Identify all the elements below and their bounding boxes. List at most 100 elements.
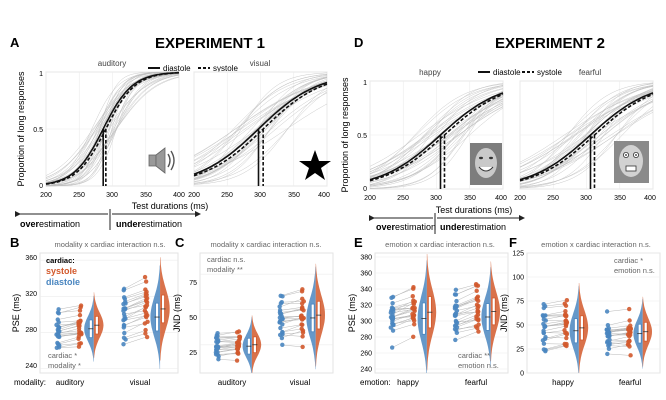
- systole-point: [144, 292, 149, 297]
- participant-curve: [519, 83, 654, 182]
- psychometric-xlabel-exp1: Test durations (ms): [132, 201, 209, 211]
- psychometric-ylabel-exp1: Proportion of long responses: [16, 71, 26, 187]
- xtick-label: 200: [364, 195, 376, 202]
- xtick-label: 400: [644, 195, 656, 202]
- paired-line: [456, 305, 478, 311]
- paired-line: [392, 301, 414, 308]
- paired-line: [456, 296, 478, 306]
- ytick-label: 280: [360, 335, 372, 342]
- paired-line: [124, 294, 147, 305]
- paired-line: [57, 332, 81, 335]
- diastole-point: [54, 345, 60, 350]
- diastole-point: [606, 346, 612, 352]
- raincloud-panel-b: modality x cardiac interaction n.s. card…: [39, 240, 179, 374]
- psychometric-ylabel-exp2: Proportion of long responses: [340, 77, 350, 193]
- systole-point: [76, 323, 81, 328]
- ytick-label: 100: [512, 275, 524, 282]
- yticks-c: 25 50 75: [189, 280, 197, 357]
- systole-point: [410, 311, 415, 317]
- paired-line: [544, 315, 566, 317]
- diastole-point: [452, 312, 458, 317]
- paired-line: [456, 327, 478, 334]
- paired-line: [281, 301, 303, 303]
- paired-line: [57, 343, 81, 346]
- systole-point: [236, 329, 242, 334]
- systole-point: [563, 321, 568, 327]
- paired-line: [608, 329, 630, 332]
- diastole-mean-curve: [519, 92, 654, 181]
- systole-point: [474, 316, 479, 322]
- psychometric-panel-auditory: [45, 71, 180, 187]
- paired-line: [57, 346, 81, 349]
- participant-curve: [369, 94, 504, 187]
- experiment-1-title: EXPERIMENT 1: [155, 35, 265, 52]
- paired-line: [392, 286, 414, 298]
- ytick-label: 0: [39, 183, 43, 190]
- systole-point: [143, 313, 149, 318]
- diastole-point: [390, 314, 396, 320]
- systole-point: [300, 344, 305, 350]
- diastole-point: [542, 313, 547, 318]
- ytick-label: 0.5: [357, 133, 367, 140]
- legend-diastole-label: diastole: [163, 64, 191, 73]
- panel-letter-b: B: [10, 235, 19, 250]
- diastole-point: [56, 330, 61, 335]
- ylabel-jnd-c: JND (ms): [172, 294, 182, 332]
- systole-point: [475, 308, 480, 313]
- paired-line: [544, 321, 566, 328]
- paired-line: [124, 281, 147, 291]
- diastole-point: [278, 311, 284, 317]
- participant-curve: [519, 96, 654, 189]
- diastole-point: [388, 325, 393, 330]
- ytick-label: 50: [516, 323, 524, 330]
- stat-interaction-e: emotion x cardiac interaction n.s.: [385, 240, 495, 249]
- panel-letter-f: F: [509, 235, 517, 250]
- systole-point: [300, 296, 305, 302]
- systole-mean-curve: [369, 93, 504, 182]
- systole-point: [563, 330, 568, 336]
- participant-curve: [519, 85, 654, 173]
- paired-line: [392, 295, 414, 304]
- estimation-arrows-exp2: overestimation underestimation: [369, 213, 525, 234]
- diastole-point: [453, 323, 459, 328]
- psychometric-panel-fearful: [519, 80, 654, 190]
- diastole-point: [121, 288, 126, 293]
- paired-line: [57, 333, 81, 338]
- xticks-auditory: 200 250 300 350 400: [40, 192, 185, 199]
- diastole-point: [280, 329, 285, 335]
- diastole-point: [452, 306, 458, 311]
- diastole-point: [390, 322, 396, 327]
- ytick-label: 75: [189, 280, 197, 287]
- systole-point: [627, 306, 632, 312]
- diastole-point: [390, 307, 395, 312]
- paired-line: [217, 342, 239, 347]
- participant-curve: [45, 72, 179, 183]
- systole-point: [142, 274, 148, 280]
- paired-line: [608, 320, 630, 326]
- paired-line: [608, 325, 630, 329]
- systole-point: [474, 297, 479, 302]
- paired-line: [456, 307, 478, 316]
- paired-line: [544, 345, 566, 352]
- diastole-point: [57, 334, 62, 340]
- xtick-label: 200: [514, 195, 526, 202]
- diastole-point: [541, 305, 546, 311]
- xtick-label: 300: [580, 195, 592, 202]
- paired-line: [608, 336, 630, 342]
- systole-point: [235, 345, 241, 350]
- paired-line: [544, 314, 566, 316]
- diastole-point: [453, 337, 458, 343]
- paired-line: [124, 316, 147, 326]
- ytick-label: 260: [360, 351, 372, 358]
- diastole-point: [541, 301, 546, 307]
- diastole-point: [55, 341, 61, 347]
- systole-point: [564, 298, 570, 303]
- systole-point: [476, 322, 481, 327]
- participant-curve: [370, 93, 504, 189]
- xtick-label: 350: [140, 192, 152, 199]
- diastole-point: [278, 301, 284, 306]
- systole-point: [299, 326, 304, 331]
- participant-curve: [193, 75, 328, 165]
- paired-line: [392, 308, 414, 318]
